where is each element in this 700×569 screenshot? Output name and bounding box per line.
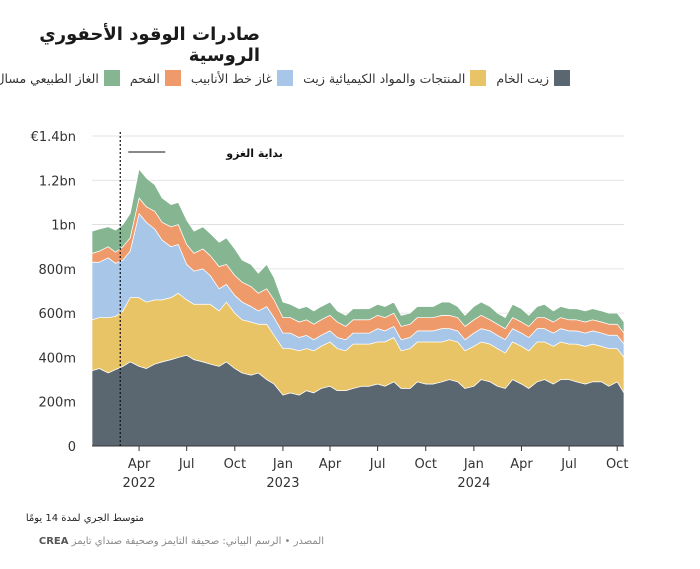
legend-label-4: الغاز الطبيعي مسال xyxy=(0,70,99,86)
y-tick-label-5: 1bn xyxy=(51,219,76,234)
chart-title: صادرات الوقود الأحفوري الروسية xyxy=(39,24,260,66)
legend-swatch-1 xyxy=(470,70,487,86)
x-tick-label-0: Apr xyxy=(128,457,151,472)
x-tick-label-3: Jan xyxy=(272,457,293,472)
legend-item-1: المنتجات والمواد الكيميائية زيت xyxy=(303,70,487,86)
legend-swatch-0 xyxy=(554,70,570,86)
x-year-label-7: 2024 xyxy=(457,476,490,491)
x-tick-label-1: Jul xyxy=(178,457,195,472)
source-credit: الرسم البياني: صحيفة التايمز وصحيفة صندا… xyxy=(71,536,282,547)
x-tick-label-10: Oct xyxy=(606,457,628,472)
area-series-4 xyxy=(91,168,625,334)
legend-swatch-4 xyxy=(103,70,120,86)
legend-label-1: المنتجات والمواد الكيميائية زيت xyxy=(303,70,466,86)
legend: زيت الخام المنتجات والمواد الكيميائية زيت… xyxy=(0,70,570,86)
source-line: المصدر • الرسم البياني: صحيفة التايمز وص… xyxy=(14,536,324,547)
stacked-area-chart: 0 200m 400m 600m 800m 1bn 1.2bn €1.4bn Apr 2022 Ju… xyxy=(31,130,629,491)
y-tick-label-0: 0 xyxy=(68,440,76,455)
legend-swatch-3 xyxy=(164,70,181,86)
legend-item-0: زيت الخام xyxy=(496,70,570,86)
legend-label-2: غاز خط الأنابيب xyxy=(190,70,273,86)
legend-swatch-2 xyxy=(277,70,294,86)
x-tick-label-5: Jul xyxy=(369,457,386,472)
legend-item-2: غاز خط الأنابيب xyxy=(190,70,294,86)
invasion-label: بداية الغزو xyxy=(225,147,283,160)
source-label: المصدر xyxy=(293,536,324,547)
legend-label-0: زيت الخام xyxy=(496,70,549,86)
x-tick-label-4: Apr xyxy=(319,457,342,472)
x-tick-label-2: Oct xyxy=(224,457,246,472)
x-year-label-0: 2022 xyxy=(123,476,156,491)
y-tick-label-4: 800m xyxy=(39,263,76,278)
source-crea: CREA xyxy=(38,536,69,547)
legend-label-3: الفحم xyxy=(129,70,160,86)
y-tick-label-6: 1.2bn xyxy=(39,174,76,189)
source-separator: • xyxy=(284,536,291,547)
x-tick-label-7: Jan xyxy=(463,457,484,472)
y-tick-label-2: 400m xyxy=(39,351,76,366)
x-tick-label-9: Jul xyxy=(560,457,577,472)
y-tick-label-3: 600m xyxy=(39,307,76,322)
x-tick-label-8: Apr xyxy=(510,457,533,472)
y-tick-label-7: €1.4bn xyxy=(31,130,76,145)
legend-item-3: الفحم xyxy=(130,70,181,86)
legend-item-4: الغاز الطبيعي مسال xyxy=(0,70,120,86)
x-tick-label-6: Oct xyxy=(415,457,437,472)
x-year-label-3: 2023 xyxy=(266,476,299,491)
y-tick-label-1: 200m xyxy=(39,396,76,411)
chart-note: متوسط الجري لمدة 14 يومًا xyxy=(25,513,144,524)
